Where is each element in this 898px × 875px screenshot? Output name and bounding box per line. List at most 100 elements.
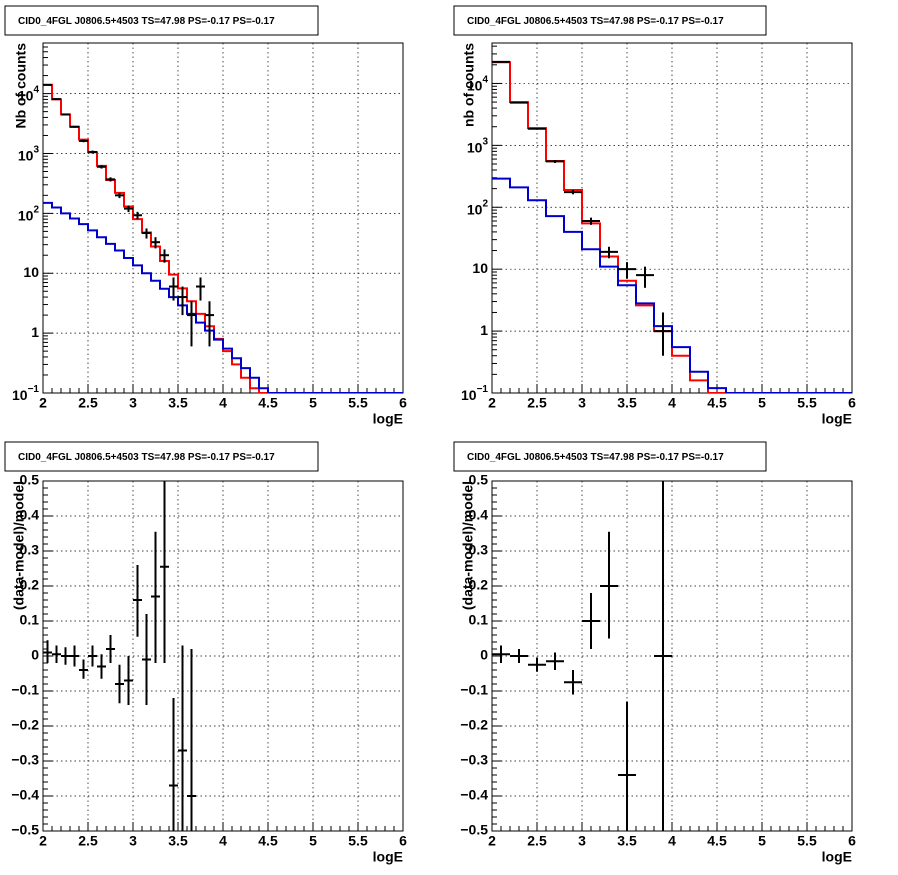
data-point — [70, 645, 79, 667]
data-point — [88, 150, 97, 154]
y-tick-label: 0.1 — [20, 612, 40, 628]
data-point — [124, 205, 133, 213]
y-tick-label: −0.3 — [11, 752, 39, 768]
data-point — [124, 656, 133, 705]
data-point — [196, 277, 205, 301]
y-axis-label: (data-model)/model — [460, 481, 476, 610]
data-point — [115, 192, 124, 199]
data-point — [43, 640, 52, 663]
data-point — [618, 701, 636, 831]
y-tick-label: 0.5 — [20, 472, 40, 488]
title-box — [453, 441, 767, 472]
data-point — [151, 237, 160, 249]
chart-title: CID0_4FGL J0806.5+4503 TS=47.98 PS=-0.17… — [18, 452, 275, 463]
x-tick-label: 2.5 — [78, 833, 98, 849]
x-tick-label: 4.5 — [707, 395, 727, 411]
x-tick-label: 2 — [488, 833, 496, 849]
y-tick-label: −0.1 — [460, 682, 488, 698]
x-tick-label: 5 — [758, 395, 766, 411]
y-axis: −0.5 −0.4 −0.3 −0.2 −0.1 0 0.1 0.2 0.3 0.4 0.5(dat… — [11, 472, 53, 838]
data-point — [178, 645, 187, 831]
data-point — [510, 101, 528, 104]
y-tick-label: 0 — [480, 647, 488, 663]
y-tick-label: −0.4 — [460, 787, 488, 803]
x-tick-label: 6 — [848, 833, 856, 849]
x-tick-label: 3.5 — [168, 395, 188, 411]
x-axis-label: logE — [373, 411, 403, 427]
data-point — [97, 654, 106, 679]
x-tick-label: 5.5 — [348, 395, 368, 411]
title-box — [4, 5, 319, 36]
data-point — [187, 301, 196, 347]
y-tick-label: 10 — [23, 264, 39, 280]
chart-panel-4: CID0_4FGL J0806.5+4503 TS=47.98 PS=-0.17… — [453, 441, 856, 865]
y-tick-label: 1 — [480, 322, 488, 338]
x-tick-label: 2.5 — [78, 395, 98, 411]
chart-title: CID0_4FGL J0806.5+4503 TS=47.98 PS=-0.17… — [467, 452, 724, 463]
y-axis-label: nb of counts — [461, 43, 477, 127]
y-tick-label: 0.2 — [20, 577, 40, 593]
series-line-2 — [492, 177, 852, 393]
y-tick-label: −0.5 — [11, 822, 39, 838]
x-tick-label: 3.5 — [168, 833, 188, 849]
y-tick-label: 104 — [18, 84, 40, 103]
x-tick-label: 3 — [129, 833, 137, 849]
data-point — [97, 165, 106, 169]
x-tick-label: 3 — [129, 395, 137, 411]
data-point — [636, 266, 654, 288]
data-point — [79, 139, 88, 143]
grid — [43, 481, 403, 831]
chart-panel-2: CID0_4FGL J0806.5+4503 TS=47.98 PS=-0.17… — [453, 5, 856, 427]
data-point — [169, 277, 178, 301]
data-point — [61, 647, 70, 665]
x-axis-label: logE — [373, 849, 403, 865]
y-tick-label: 103 — [467, 136, 489, 155]
y-tick-label: 0.3 — [20, 542, 40, 558]
x-tick-label: 3.5 — [617, 395, 637, 411]
data-point — [61, 113, 70, 116]
data-point — [510, 649, 528, 663]
y-tick-label: 0.4 — [469, 507, 489, 523]
x-tick-label: 2 — [488, 395, 496, 411]
x-tick-label: 5.5 — [797, 395, 817, 411]
chart-panel-3: CID0_4FGL J0806.5+4503 TS=47.98 PS=-0.17… — [4, 441, 407, 865]
data-point — [178, 286, 187, 316]
y-tick-label: 0.2 — [469, 577, 489, 593]
series-line-2 — [43, 201, 403, 393]
chart-panel-1: CID0_4FGL J0806.5+4503 TS=47.98 PS=-0.17… — [4, 5, 407, 427]
y-tick-label: 1 — [31, 324, 39, 340]
data-point — [106, 635, 115, 663]
data-point — [79, 659, 88, 679]
data-point — [106, 177, 115, 182]
x-tick-label: 3 — [578, 833, 586, 849]
data-point — [70, 125, 79, 128]
x-axis-label: logE — [822, 849, 852, 865]
y-tick-label: 103 — [18, 144, 40, 163]
y-tick-label: 0.1 — [469, 612, 489, 628]
data-point — [546, 652, 564, 670]
data-point — [142, 614, 151, 705]
y-tick-label: 102 — [18, 204, 40, 223]
y-tick-label: 10−1 — [12, 384, 39, 403]
data-point — [582, 593, 600, 649]
x-tick-label: 2 — [39, 833, 47, 849]
data-point — [582, 217, 600, 225]
x-tick-label: 5 — [309, 833, 317, 849]
data-point — [151, 531, 160, 663]
data-point — [492, 645, 510, 663]
y-tick-label: 0.3 — [469, 542, 489, 558]
data-point — [160, 249, 169, 263]
data-point — [600, 531, 618, 639]
x-tick-label: 5.5 — [797, 833, 817, 849]
y-tick-label: −0.3 — [460, 752, 488, 768]
y-tick-label: −0.2 — [11, 717, 39, 733]
data-point — [115, 664, 124, 704]
y-tick-label: −0.4 — [11, 787, 39, 803]
y-tick-label: 10 — [472, 260, 488, 276]
y-tick-label: 0 — [31, 647, 39, 663]
x-axis-label: logE — [822, 411, 852, 427]
y-tick-label: 102 — [467, 198, 489, 217]
